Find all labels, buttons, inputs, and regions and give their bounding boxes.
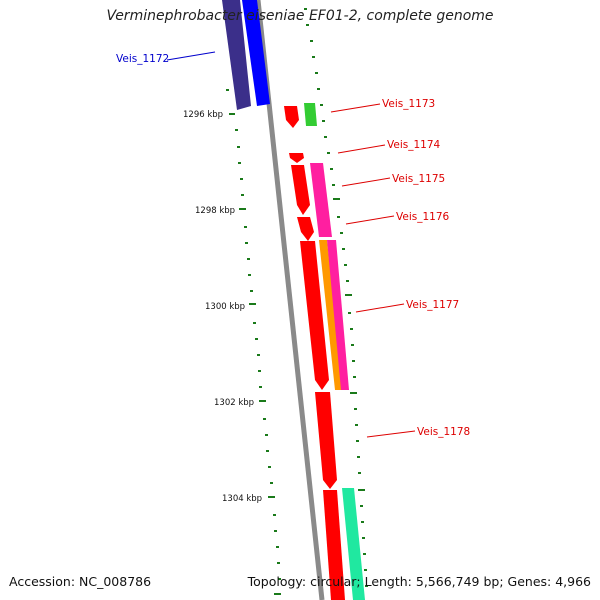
gene-leader-lines (166, 51, 416, 438)
feature-teal[interactable] (342, 488, 365, 600)
gene-label-veis-1175[interactable]: Veis_1175 (392, 173, 445, 185)
feature-red-1176[interactable] (297, 217, 314, 241)
feature-red-1173[interactable] (284, 106, 299, 128)
forward-features (304, 103, 365, 600)
tick-label-1300: 1300 kbp (205, 302, 245, 312)
gene-label-veis-1174[interactable]: Veis_1174 (387, 139, 441, 151)
accession-text: Accession: NC_008786 (9, 574, 152, 589)
feature-magenta-2[interactable] (327, 240, 349, 390)
gene-label-veis-1178[interactable]: Veis_1178 (417, 426, 470, 438)
feature-red-1178[interactable] (315, 392, 337, 489)
feature-magenta-1[interactable] (310, 163, 332, 237)
feature-red-1177[interactable] (300, 241, 329, 390)
genome-title: Verminephrobacter eiseniae EF01-2, compl… (106, 8, 494, 24)
feature-red-1175[interactable] (291, 165, 310, 215)
tick-label-1304: 1304 kbp (222, 494, 262, 504)
tick-label-1296: 1296 kbp (183, 110, 223, 120)
genome-summary-text: Topology: circular; Length: 5,566,749 bp… (247, 574, 591, 589)
gene-label-veis-1176[interactable]: Veis_1176 (396, 211, 450, 223)
feature-navy[interactable] (222, 0, 251, 110)
reverse-features (222, 0, 345, 600)
feature-orange[interactable] (319, 240, 343, 390)
gene-label-veis-1177[interactable]: Veis_1177 (406, 299, 459, 311)
feature-blue[interactable] (242, 0, 270, 106)
gene-label-veis-1173[interactable]: Veis_1173 (382, 98, 435, 110)
feature-red-1174[interactable] (289, 153, 304, 163)
tick-label-1298: 1298 kbp (195, 206, 235, 216)
outer-dotted-track (304, 8, 368, 587)
feature-red-next[interactable] (323, 490, 345, 600)
tick-label-1302: 1302 kbp (214, 398, 254, 408)
feature-green[interactable] (304, 103, 317, 126)
inner-dotted-track (226, 89, 281, 595)
gene-label-veis-1172[interactable]: Veis_1172 (116, 53, 169, 65)
